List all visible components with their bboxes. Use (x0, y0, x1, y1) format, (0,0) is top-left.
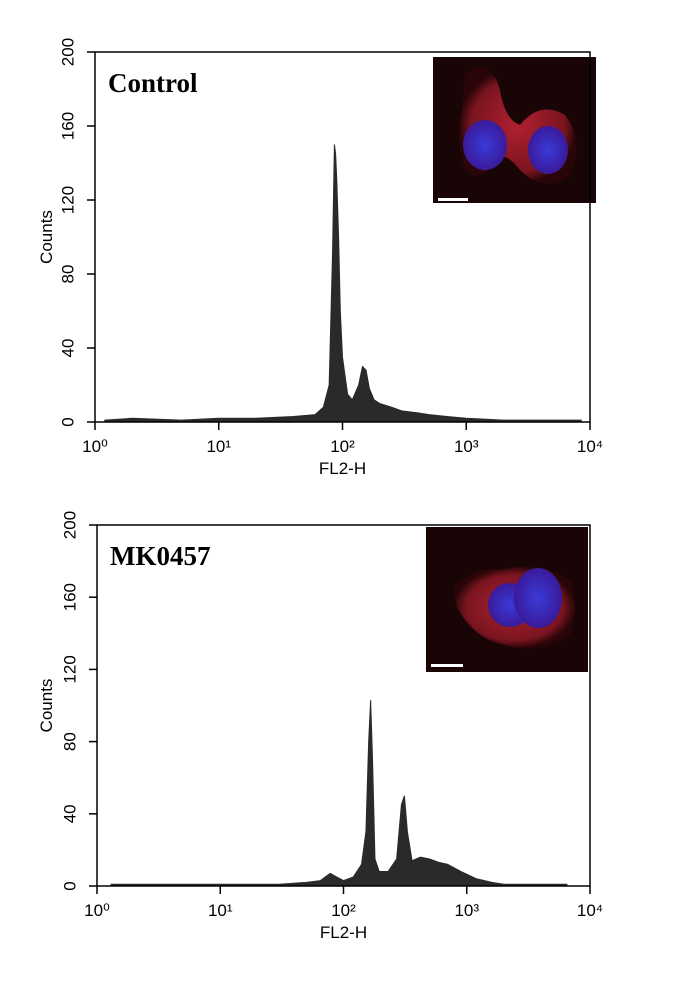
x-tick-label: 10⁰ (82, 437, 108, 456)
y-tick-label: 0 (60, 881, 79, 890)
y-tick-label: 160 (58, 112, 77, 140)
x-tick-label: 10⁴ (577, 901, 603, 920)
y-tick-label: 80 (58, 265, 77, 284)
x-axis-label: FL2-H (319, 459, 366, 478)
y-tick-label: 0 (58, 417, 77, 426)
inset-image (426, 527, 588, 672)
x-axis-label: FL2-H (320, 923, 367, 942)
histogram-area (104, 144, 582, 423)
histogram-area (110, 700, 568, 887)
x-tick-label: 10² (330, 437, 355, 456)
x-tick-label: 10⁴ (577, 437, 603, 456)
y-axis-label: Counts (37, 679, 56, 733)
y-tick-label: 160 (60, 583, 79, 611)
y-tick-label: 120 (60, 655, 79, 683)
y-axis-label: Counts (37, 210, 56, 264)
y-tick-label: 200 (58, 38, 77, 66)
y-tick-label: 40 (60, 804, 79, 823)
y-tick-label: 120 (58, 186, 77, 214)
y-tick-label: 80 (60, 732, 79, 751)
x-tick-label: 10⁰ (84, 901, 110, 920)
x-tick-label: 10³ (454, 437, 479, 456)
annotation: Control (108, 68, 198, 98)
x-tick-label: 10² (331, 901, 356, 920)
y-tick-label: 200 (60, 511, 79, 539)
x-tick-label: 10¹ (208, 901, 233, 920)
y-tick-label: 40 (58, 339, 77, 358)
annotation: MK0457 (110, 541, 211, 571)
x-tick-label: 10³ (454, 901, 479, 920)
inset-image (433, 57, 596, 203)
x-tick-label: 10¹ (206, 437, 231, 456)
